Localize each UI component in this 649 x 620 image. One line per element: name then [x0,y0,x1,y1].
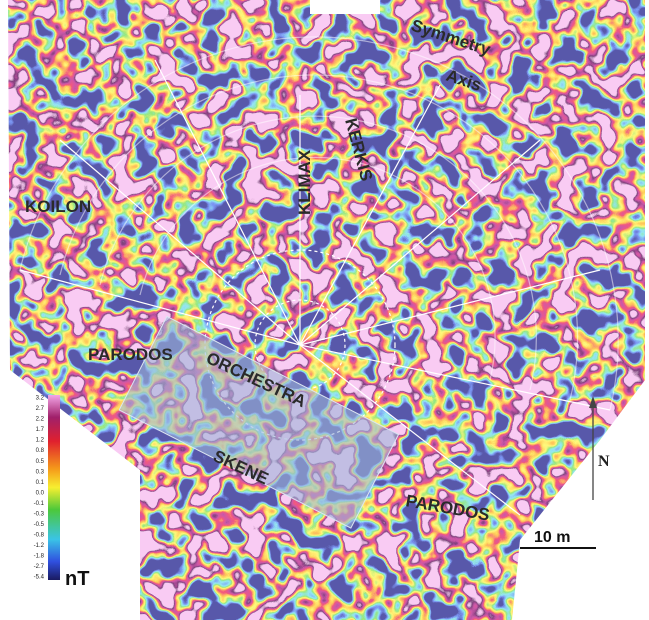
color-bar-tick: -2.7 [34,564,45,570]
color-bar-tick: 2.7 [36,406,45,412]
color-bar-tick: 1.7 [36,427,45,433]
color-bar-tick: 0.0 [36,490,45,496]
north-label: N [598,453,610,470]
unit: nT [65,568,89,590]
color-bar-ticks: 3.2 2.7 2.2 1.7 1.2 0.8 0.5 0.3 0.1 0.0 -0.1 -0.3 -0… [34,396,45,581]
color-bar-tick: 0.8 [36,448,45,454]
map-label: KLIMAX [295,149,314,215]
color-bar-tick: -1.8 [34,554,45,560]
color-bar-tick: -5.4 [34,575,45,581]
color-bar [48,395,60,580]
map-label: PARODOS [88,345,173,364]
page: SymmetryAxisKLIMAXKERKISKOILONPARODOSORC… [0,0,649,620]
color-bar-tick: -0.1 [34,501,45,507]
survey-map: SymmetryAxisKLIMAXKERKISKOILONPARODOSORC… [0,0,649,620]
color-bar-tick: 0.1 [36,480,45,486]
color-bar-tick: 0.5 [36,459,45,465]
color-bar-tick: -1.2 [34,543,45,549]
map-label: KOILON [25,197,91,216]
color-bar-tick: -0.3 [34,511,45,517]
magnetic-field [0,0,649,620]
color-bar-tick: -0.5 [34,522,45,528]
color-bar-tick: 0.3 [36,469,45,475]
color-bar-tick: 2.2 [36,417,45,423]
color-bar-tick: 1.2 [36,438,45,444]
color-bar-tick: -0.8 [34,532,45,538]
color-bar-tick: 3.2 [36,396,45,402]
scale-label: 10 m [534,529,570,546]
